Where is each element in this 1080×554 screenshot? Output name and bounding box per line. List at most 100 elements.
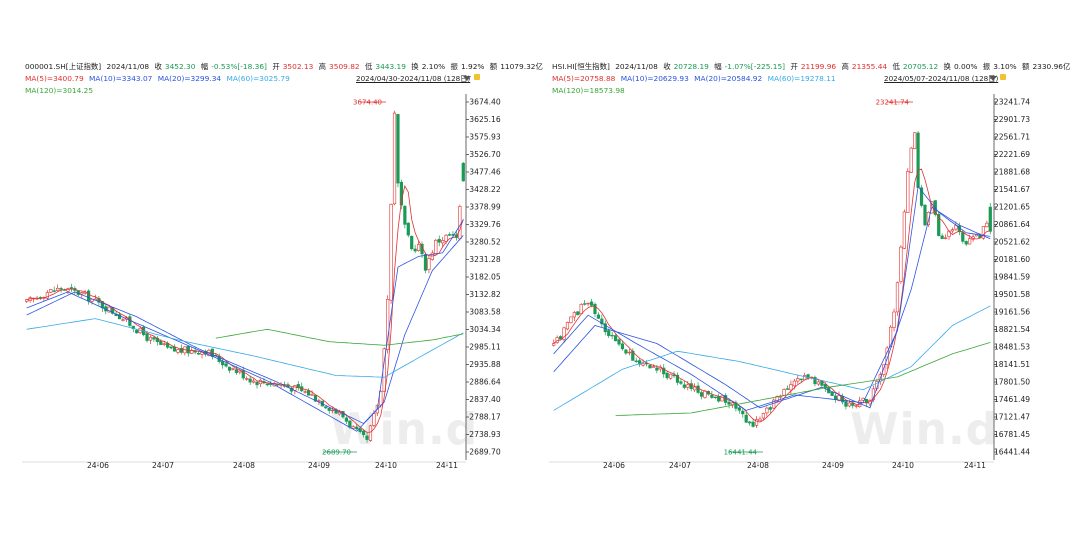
candle (224, 360, 228, 368)
y-tick-label: 23241.74 (994, 98, 1030, 107)
candle (596, 312, 601, 319)
candle (737, 405, 741, 414)
candle (56, 284, 60, 292)
open-label: 开 (272, 62, 280, 71)
candle (399, 179, 404, 210)
candle (42, 296, 46, 302)
amplitude-label: 振 (450, 62, 458, 71)
y-tick-label: 20181.60 (994, 255, 1030, 264)
dropdown-icon[interactable] (463, 76, 471, 81)
candle (610, 331, 614, 340)
amplitude-value: 1.92% (460, 62, 485, 71)
amount-label: 额 (489, 62, 498, 71)
candle (410, 235, 414, 251)
candle (981, 226, 986, 240)
candle (882, 364, 886, 378)
candle (368, 424, 373, 442)
candle (693, 383, 697, 392)
low-marker-label: 2689.70 (322, 449, 351, 457)
quote-date: 2024/11/08 (106, 62, 150, 71)
dropdown-icon[interactable] (989, 76, 997, 81)
ma60-line (26, 318, 464, 378)
candle (937, 212, 941, 237)
shanghai-chart-plot[interactable]: 3674.40 3625.16 3575.93 3526.70 3477.46 3428.… (0, 0, 540, 554)
y-tick-label: 3182.05 (469, 273, 501, 282)
candle (758, 416, 762, 422)
candle (241, 366, 245, 381)
lock-icon[interactable] (1000, 74, 1006, 80)
y-tick-label: 19161.56 (994, 308, 1030, 317)
ma20-legend: MA(20)=20584.92 (694, 74, 763, 83)
amount-value: 11079.32亿 (500, 62, 543, 71)
ma20-line (553, 206, 991, 409)
high-label: 高 (841, 62, 849, 71)
ma120-legend-row: MA(120)=18573.98 (552, 86, 628, 96)
hang-seng-chart-plot[interactable]: 23241.74 22901.73 22561.71 22221.69 21881.68… (540, 0, 1080, 554)
candle (135, 329, 139, 334)
y-tick-label: 2886.64 (469, 378, 501, 387)
candle (583, 299, 587, 306)
y-tick-label: 3132.82 (469, 290, 501, 299)
y-tick-label: 3674.40 (469, 98, 501, 107)
x-tick-label: 24-08 (233, 461, 255, 470)
candle (148, 335, 153, 345)
candle (985, 220, 989, 228)
x-tick-label: 24-06 (87, 461, 109, 470)
date-range-selector[interactable]: 2024/04/30-2024/11/08 (128日) (356, 74, 471, 83)
ma-legend: MA(5)=3400.79 MA(10)=3343.07 MA(20)=3299… (25, 74, 293, 84)
y-tick-label: 2788.17 (469, 413, 501, 422)
candle (152, 335, 156, 342)
candle (406, 222, 410, 238)
candle (988, 202, 992, 235)
candle (155, 336, 159, 346)
y-tick-label: 18141.51 (994, 360, 1030, 369)
ticker-code: HSI.HI[恒生指数] (552, 62, 610, 71)
y-tick-label: 3329.76 (469, 220, 501, 229)
y-tick-label: 2935.88 (469, 360, 501, 369)
candle (638, 358, 642, 367)
y-tick-label: 16781.45 (994, 430, 1030, 439)
x-tick-label: 24-08 (747, 461, 769, 470)
ma20-line (26, 235, 464, 424)
candle (296, 381, 300, 391)
candle (593, 302, 597, 317)
candle (923, 204, 927, 227)
high-marker-label: 3674.40 (353, 99, 382, 107)
candle (52, 286, 56, 293)
low-marker-label: 16441.44 (724, 449, 758, 457)
low-label: 低 (892, 62, 900, 71)
y-tick-label: 18821.54 (994, 325, 1030, 334)
candle (69, 283, 74, 293)
y-tick-label: 20521.62 (994, 238, 1030, 247)
candle (25, 299, 29, 304)
candle (227, 366, 232, 374)
watermark: Win.d (850, 404, 999, 455)
candle (423, 252, 428, 274)
open-value: 3502.13 (282, 62, 314, 71)
candle (624, 348, 628, 355)
ma60-legend: MA(60)=19278.11 (767, 74, 836, 83)
candle (748, 421, 752, 426)
y-tick-label: 3477.46 (469, 168, 501, 177)
candle (258, 378, 263, 388)
candle (310, 390, 314, 396)
watermark: Win.d (330, 404, 479, 455)
candle (221, 357, 225, 369)
hang-seng-index-chart: Win.d 23241.74 22901.73 22561.71 22221.69 21… (540, 0, 1080, 554)
high-value: 21355.44 (851, 62, 888, 71)
candle (66, 287, 70, 295)
date-range-selector[interactable]: 2024/05/07-2024/11/08 (128日) (884, 74, 999, 83)
candle (555, 335, 559, 344)
y-tick-label: 3034.34 (469, 325, 501, 334)
candle (386, 295, 390, 354)
turnover-label: 换 (411, 62, 419, 71)
candle (613, 333, 618, 342)
candle (365, 432, 369, 443)
lock-icon[interactable] (474, 74, 480, 80)
candle (816, 380, 821, 386)
ma5-line (26, 184, 464, 433)
candle (768, 405, 772, 414)
change-label: 幅 (200, 62, 209, 71)
ma60-legend: MA(60)=3025.79 (226, 74, 290, 83)
candle (396, 113, 400, 188)
